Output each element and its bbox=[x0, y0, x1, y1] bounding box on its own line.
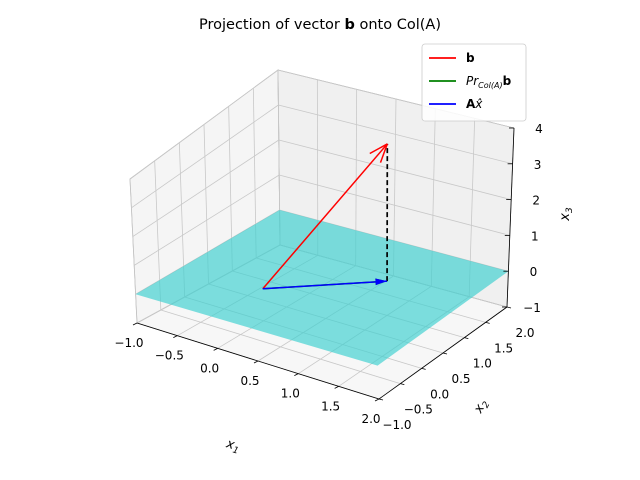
x2-tick-label: 1.0 bbox=[473, 357, 492, 371]
ax-hat-vector-head bbox=[375, 278, 388, 286]
legend-box bbox=[421, 43, 527, 122]
x1-axis-label: x1 bbox=[223, 436, 242, 456]
left-gridline-z bbox=[129, 69, 279, 180]
x2-tick bbox=[442, 352, 448, 355]
b-vector bbox=[262, 143, 388, 290]
left-gridline-y bbox=[129, 178, 138, 324]
x3-tick-label: 2 bbox=[532, 194, 540, 208]
x3-tick-label: 1 bbox=[531, 229, 539, 243]
x1-tick bbox=[294, 373, 299, 377]
b-vector-head bbox=[369, 143, 388, 155]
x3-axis: −1 0 1 2 3 4 x3 bbox=[502, 122, 575, 315]
legend: b PrCol(A)b Ax̂ bbox=[421, 43, 527, 122]
x3-axis-line bbox=[506, 127, 515, 308]
x1-tick-label: 1.5 bbox=[321, 399, 340, 413]
x3-tick-label: 0 bbox=[530, 265, 538, 279]
left-gridline-z bbox=[133, 174, 280, 266]
x2-tick bbox=[464, 337, 469, 340]
col-a-plane bbox=[135, 210, 509, 366]
back-gridline-z bbox=[278, 139, 512, 200]
x2-tick bbox=[485, 321, 490, 324]
x2-tick bbox=[378, 398, 384, 401]
x1-tick bbox=[253, 360, 259, 364]
x2-tick-label: 0.0 bbox=[430, 387, 449, 401]
left-gridline-z bbox=[132, 139, 280, 237]
x1-tick bbox=[132, 322, 138, 326]
back-gridline-z bbox=[278, 104, 513, 165]
x1-tick-label: 2.0 bbox=[361, 412, 380, 426]
back-gridline-z bbox=[279, 174, 510, 236]
x3-tick-label: 4 bbox=[535, 122, 543, 136]
x2-tick bbox=[421, 367, 426, 370]
x2-tick-label: 0.5 bbox=[451, 372, 470, 386]
x1-tick-label: −1.0 bbox=[114, 336, 143, 350]
x1-tick bbox=[374, 398, 380, 402]
x3-tick-label: −1 bbox=[523, 301, 541, 315]
ax-hat-vector bbox=[262, 280, 388, 290]
chart-title: Projection of vector b onto Col(A) bbox=[199, 17, 441, 33]
x2-tick-label: −1.0 bbox=[382, 418, 411, 432]
legend-label: Ax̂ bbox=[466, 97, 483, 111]
x2-tick-label: −0.5 bbox=[404, 403, 433, 417]
x2-tick-label: 1.5 bbox=[494, 341, 513, 355]
vectors bbox=[262, 143, 389, 290]
x2-axis-label: x2 bbox=[471, 397, 493, 418]
x1-tick-label: −0.5 bbox=[155, 349, 184, 363]
x1-tick-label: 0.0 bbox=[200, 361, 219, 375]
x3-axis-label: x3 bbox=[558, 207, 575, 222]
x1-tick bbox=[334, 385, 339, 389]
x2-tick-label: 2.0 bbox=[515, 326, 534, 340]
x2-tick bbox=[400, 383, 405, 386]
column-space-plane bbox=[135, 210, 509, 366]
x1-tick bbox=[213, 347, 218, 351]
x2-tick bbox=[506, 306, 512, 309]
x3-tick-label: 3 bbox=[534, 158, 542, 172]
legend-label: b bbox=[466, 51, 475, 65]
x1-tick-label: 1.0 bbox=[281, 387, 300, 401]
x1-tick-label: 0.5 bbox=[240, 374, 259, 388]
left-gridline-z bbox=[131, 104, 279, 209]
x1-tick bbox=[173, 335, 178, 339]
b-vector-head bbox=[379, 143, 389, 163]
legend-label: PrCol(A)b bbox=[466, 74, 512, 90]
floor-gridline-y bbox=[160, 309, 401, 385]
